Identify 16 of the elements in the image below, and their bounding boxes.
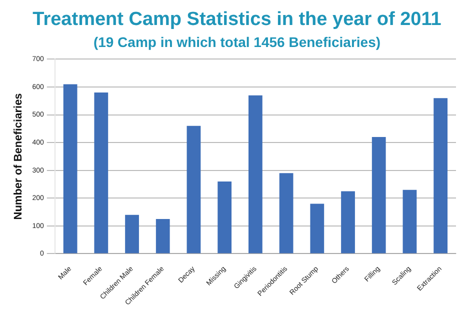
bar: [63, 84, 78, 254]
bar: [402, 190, 417, 254]
y-axis-title: Number of Beneficiaries: [12, 93, 25, 220]
bar: [372, 137, 386, 254]
bar: [248, 95, 262, 254]
bar: [94, 92, 108, 254]
chart-title: Treatment Camp Statistics in the year of 2011: [32, 8, 442, 32]
bar: [156, 219, 170, 254]
bar: [186, 126, 201, 254]
bar: [341, 191, 355, 254]
bar: [279, 173, 294, 254]
bar: [125, 214, 139, 254]
chart-subtitle: (19 Camp in which total 1456 Beneficiaries): [92, 33, 382, 52]
bar: [310, 204, 324, 254]
bar: [218, 181, 232, 254]
bar: [434, 98, 448, 254]
